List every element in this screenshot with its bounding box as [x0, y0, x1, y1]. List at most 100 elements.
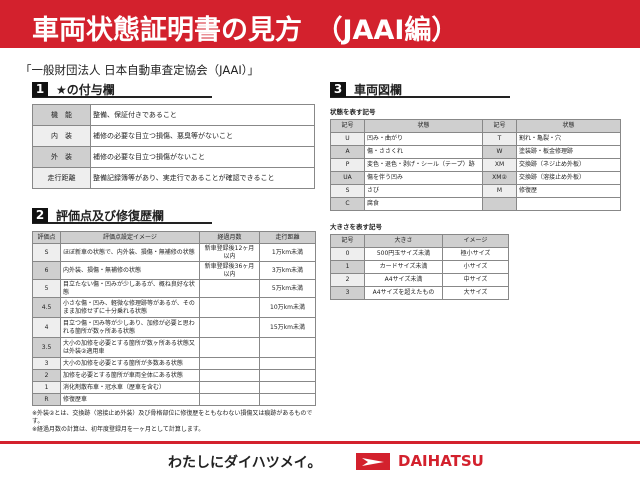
- table-cell: 補修の必要な目立つ損傷、悪臭等がないこと: [90, 125, 315, 147]
- table-cell: 目立たない傷・凹みが少しあるが、概ね良好な状態: [60, 279, 200, 298]
- organization-name: 「一般財団法人 日本自動車査定協会（JAAI）」: [20, 63, 260, 77]
- table-cell: 傷を伴う凹み: [364, 171, 483, 185]
- star-table: 機 能整備、保証付きであること内 装補修の必要な目立つ損傷、悪臭等がないこと外 …: [32, 104, 315, 189]
- table-cell: P: [330, 158, 365, 172]
- table-cell: 1: [32, 381, 61, 394]
- table-cell: イメージ: [442, 234, 509, 248]
- table-row: 機 能整備、保証付きであること: [32, 104, 315, 126]
- table-cell: 6: [32, 261, 61, 280]
- table-cell: 3: [32, 357, 61, 370]
- table-cell: XM②: [482, 171, 517, 185]
- page-title: 車両状態証明書の見方 （JAAI編）: [0, 0, 640, 48]
- table-cell: 0: [330, 247, 365, 261]
- table-cell: 補修の必要な目立つ損傷がないこと: [90, 146, 315, 168]
- section-number: 3: [330, 81, 346, 97]
- table-cell: [259, 337, 316, 358]
- table-cell: 小さな傷・凹み、軽微な修理跡等があるが、そのまま加修せずに十分乗れる状態: [60, 297, 200, 318]
- table-cell: 走行距離: [32, 167, 91, 189]
- note-1: ※外装②とは、交換跡（溶接止め外装）及び骨格部位に修復歴をともなわない損傷又は痕…: [32, 410, 313, 425]
- table-row: U 凹み・曲がり T 割れ・亀裂・穴: [330, 132, 621, 146]
- table-row: 2 加修を必要とする箇所が車両全体にある状態: [32, 369, 316, 382]
- table-row: S ほぼ新車の状態で、内外装、損傷・無補修の状態 新車登録後12ヶ月以内 1万km未満: [32, 243, 316, 262]
- table-cell: C: [330, 197, 365, 211]
- table-cell: R: [32, 393, 61, 406]
- table-cell: 加修を必要とする箇所が車両全体にある状態: [60, 369, 200, 382]
- table-row: 3.5 大小の加修を必要とする箇所が数ヶ所ある状態又は外装②適用車: [32, 337, 316, 358]
- table-cell: U: [330, 132, 365, 146]
- table-row: P 変色・退色・剥げ・シール（テープ）跡 XM 交換跡（ネジ止め外板）: [330, 158, 621, 172]
- brand-name: DAIHATSU: [398, 452, 484, 470]
- table-row: C 腐食: [330, 197, 621, 211]
- table-cell: 走行距離: [259, 231, 316, 244]
- section1-body: 機 能整備、保証付きであること内 装補修の必要な目立つ損傷、悪臭等がないこと外 …: [32, 104, 315, 189]
- table-cell: 整備、保証付きであること: [90, 104, 315, 126]
- table-cell: [199, 297, 260, 318]
- table-cell: W: [482, 145, 517, 159]
- table-cell: A4サイズを超えたもの: [364, 286, 443, 300]
- table-cell: ほぼ新車の状態で、内外装、損傷・無補修の状態: [60, 243, 200, 262]
- table-cell: 交換跡（ネジ止め外板）: [516, 158, 621, 172]
- daihatsu-logo-icon: [356, 453, 390, 470]
- grade-table: 評価点 評価点設定イメージ 経過月数 走行距離 S ほぼ新車の状態で、内外装、損傷・無補修…: [32, 231, 316, 406]
- table-cell: [199, 357, 260, 370]
- table-cell: 状態: [516, 119, 621, 133]
- table-cell: [199, 337, 260, 358]
- table-cell: T: [482, 132, 517, 146]
- table-cell: 機 能: [32, 104, 91, 126]
- table-row: 4.5 小さな傷・凹み、軽微な修理跡等があるが、そのまま加修せずに十分乗れる状態 1…: [32, 297, 316, 318]
- section-title: 車両図欄: [354, 82, 403, 97]
- section2-body: 評価点 評価点設定イメージ 経過月数 走行距離 S ほぼ新車の状態で、内外装、損傷・無補修…: [32, 231, 316, 433]
- table-row: 外 装補修の必要な目立つ損傷がないこと: [32, 146, 315, 168]
- note-2: ※経過月数の計算は、初年度登録月を一ヶ月として計算します。: [32, 425, 205, 433]
- table-row: 6 内外装、損傷・無補修の状態 新車登録後36ヶ月以内 3万km未満: [32, 261, 316, 280]
- table-cell: UA: [330, 171, 365, 185]
- table-cell: 内 装: [32, 125, 91, 147]
- table-cell: 3万km未満: [259, 261, 316, 280]
- table-row: R 修復歴車: [32, 393, 316, 406]
- table-row: 0 500円玉サイズ未満 極小サイズ: [330, 247, 509, 261]
- table-cell: 傷・ささくれ: [364, 145, 483, 159]
- table-cell: 外 装: [32, 146, 91, 168]
- section-number: 1: [32, 81, 48, 97]
- table-row: 5 目立たない傷・凹みが少しあるが、概ね良好な状態 5万km未満: [32, 279, 316, 298]
- table-cell: M: [482, 184, 517, 198]
- table-cell: A4サイズ未満: [364, 273, 443, 287]
- table-row: 3 A4サイズを超えたもの 大サイズ: [330, 286, 509, 300]
- table-cell: [259, 381, 316, 394]
- table-cell: 2: [32, 369, 61, 382]
- table-cell: 3: [330, 286, 365, 300]
- table-cell: [516, 197, 621, 211]
- table-cell: さび: [364, 184, 483, 198]
- table-cell: 変色・退色・剥げ・シール（テープ）跡: [364, 158, 483, 172]
- slogan: わたしにダイハツメイ。: [168, 455, 322, 471]
- table-cell: [482, 197, 517, 211]
- table-row: 3 大小の加修を必要とする箇所が多数ある状態: [32, 357, 316, 370]
- table-cell: 中サイズ: [442, 273, 509, 287]
- section3-body: 状態を表す記号 記号 状態 記号 状態 U 凹み・曲がり T 割れ・亀裂・穴 A 傷・ささくれ W 塗…: [330, 106, 621, 300]
- table-cell: XM: [482, 158, 517, 172]
- table-row: 4 目立つ傷・凹み等が少しあり、加修が必要と思われる箇所が数ヶ所ある状態 15万km…: [32, 317, 316, 338]
- section1-heading: 1 ★の付与欄: [32, 81, 212, 98]
- table-cell: [199, 369, 260, 382]
- table-row: A 傷・ささくれ W 塗装跡・板金修理跡: [330, 145, 621, 159]
- table-cell: 極小サイズ: [442, 247, 509, 261]
- table-cell: 大きさ: [364, 234, 443, 248]
- table-cell: 大小の加修を必要とする箇所が数ヶ所ある状態又は外装②適用車: [60, 337, 200, 358]
- table-row: 評価点 評価点設定イメージ 経過月数 走行距離: [32, 231, 316, 244]
- table-cell: 経過月数: [199, 231, 260, 244]
- table-cell: [199, 279, 260, 298]
- table-cell: 塗装跡・板金修理跡: [516, 145, 621, 159]
- table-row: 1 消化剤散布車・冠水車（歴車を含む）: [32, 381, 316, 394]
- table-cell: 記号: [482, 119, 517, 133]
- section-number: 2: [32, 207, 48, 223]
- table-cell: A: [330, 145, 365, 159]
- table-cell: 1: [330, 260, 365, 274]
- table-row: 内 装補修の必要な目立つ損傷、悪臭等がないこと: [32, 125, 315, 147]
- section3-heading: 3 車両図欄: [330, 81, 510, 98]
- table-cell: 凹み・曲がり: [364, 132, 483, 146]
- table-cell: カードサイズ未満: [364, 260, 443, 274]
- table-cell: 10万km未満: [259, 297, 316, 318]
- table-cell: 整備記録簿等があり、実走行であることが確認できること: [90, 167, 315, 189]
- table-cell: [199, 317, 260, 338]
- table-cell: [199, 393, 260, 406]
